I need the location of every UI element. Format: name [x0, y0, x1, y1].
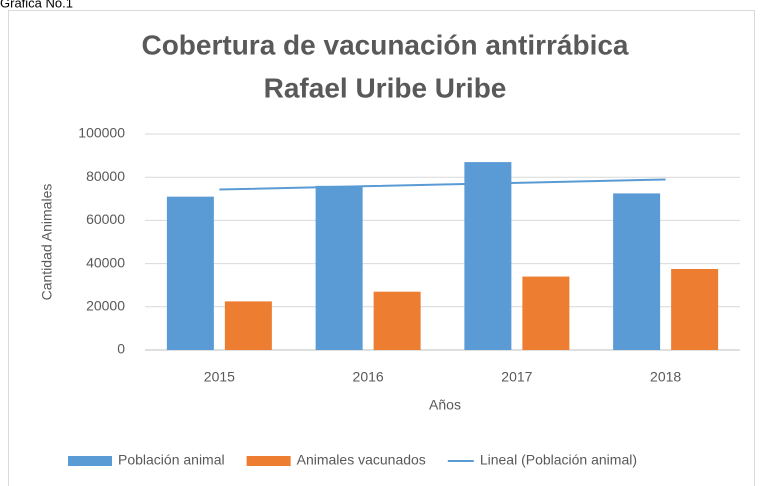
caption: Gráfica No.1 — [0, 0, 73, 10]
x-axis-label: Años — [429, 397, 461, 413]
y-tick-label: 0 — [117, 341, 125, 357]
trend-line — [219, 178, 666, 191]
legend-swatch — [68, 456, 112, 466]
legend-label: Población animal — [118, 452, 225, 468]
chart-title: Rafael Uribe Uribe — [264, 72, 507, 103]
legend-swatch — [246, 456, 291, 466]
y-tick-label: 60000 — [86, 211, 125, 227]
y-axis-label: Cantidad Animales — [39, 184, 55, 301]
y-tick-label: 40000 — [86, 254, 125, 270]
chart-title: Cobertura de vacunación antirrábica — [141, 29, 628, 60]
bar — [224, 301, 272, 350]
bar — [613, 193, 661, 350]
bar — [373, 291, 421, 350]
x-tick-label: 2018 — [650, 369, 681, 385]
bar — [464, 162, 512, 350]
legend-label: Animales vacunados — [297, 452, 426, 468]
y-tick-label: 80000 — [86, 168, 125, 184]
legend-label: Lineal (Población animal) — [480, 452, 637, 468]
bar — [671, 269, 719, 350]
x-tick-label: 2015 — [204, 369, 235, 385]
bar — [166, 196, 214, 350]
bar — [522, 276, 570, 350]
y-tick-label: 20000 — [86, 298, 125, 314]
bar — [315, 185, 363, 350]
x-tick-label: 2017 — [501, 369, 532, 385]
x-tick-label: 2016 — [353, 369, 384, 385]
y-tick-label: 100000 — [78, 125, 125, 141]
